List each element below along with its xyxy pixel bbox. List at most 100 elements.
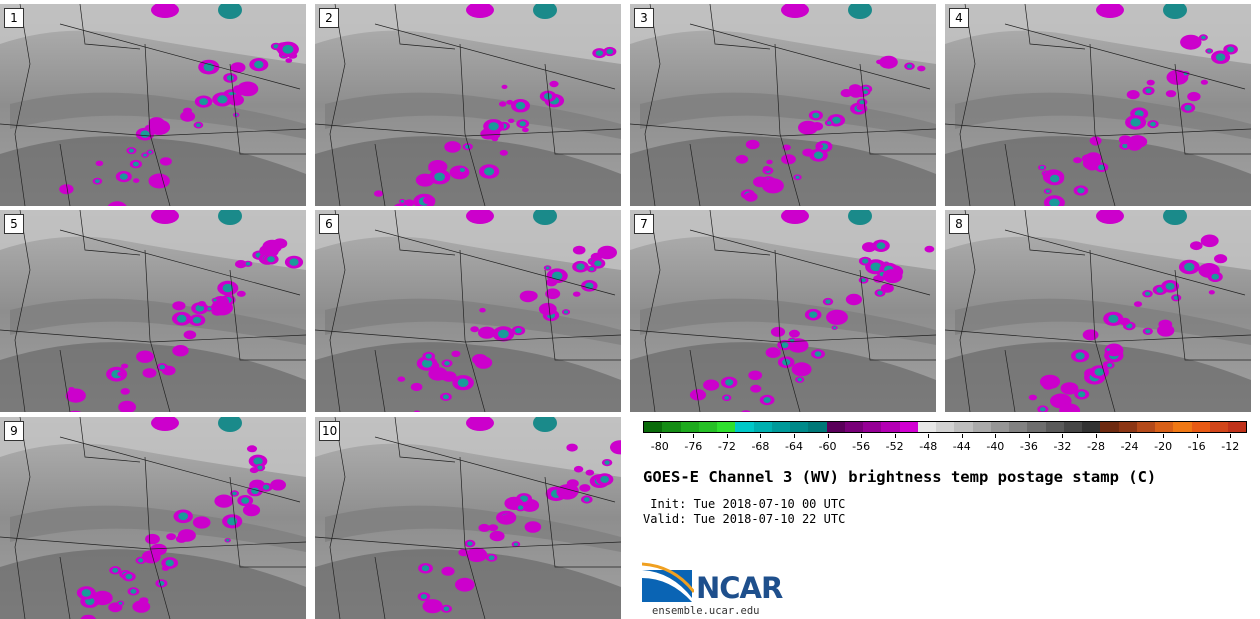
colorbar-tick (1028, 434, 1030, 438)
colorbar-tick-label: -52 (885, 440, 904, 453)
colorbar-swatch (1027, 422, 1046, 432)
colorbar-tick (659, 434, 661, 438)
colorbar-tick (726, 434, 728, 438)
colorbar-swatch (1063, 422, 1082, 432)
colorbar-tick (894, 434, 896, 438)
colorbar-tick (1062, 434, 1064, 438)
colorbar-tick (1196, 434, 1198, 438)
colorbar-tick-label: -44 (952, 440, 971, 453)
ensemble-member-map-6: 6 (315, 210, 621, 412)
colorbar-swatch (1228, 422, 1247, 432)
colorbar-tick-label: -48 (919, 440, 938, 453)
colorbar-tick (760, 434, 762, 438)
colorbar-swatch (899, 422, 918, 432)
colorbar-swatch (1136, 422, 1155, 432)
ensemble-member-map-4: 4 (945, 4, 1251, 206)
colorbar-swatch (1009, 422, 1028, 432)
colorbar-tick-label: -80 (650, 440, 669, 453)
panel-number-label: 3 (634, 8, 654, 28)
colorbar-swatch (1191, 422, 1210, 432)
init-time: Init: Tue 2018-07-10 00 UTC (643, 497, 846, 511)
colorbar-tick-label: -24 (1120, 440, 1139, 453)
colorbar-tick-label: -40 (986, 440, 1005, 453)
ensemble-member-map-3: 3 (630, 4, 936, 206)
water-vapor-map-5 (0, 210, 306, 412)
colorbar-tick (1163, 434, 1165, 438)
colorbar-swatch (881, 422, 900, 432)
colorbar-swatch (954, 422, 973, 432)
water-vapor-map-9 (0, 417, 306, 619)
colorbar-tick-label: -68 (751, 440, 770, 453)
colorbar: -80 -76 -72 -68 -64 -60 -56 -52 -48 -44 -40 -36 -32 -… (643, 421, 1247, 461)
colorbar-swatch (972, 422, 991, 432)
colorbar-tick (1096, 434, 1097, 438)
colorbar-tick (928, 434, 930, 438)
panel-number-label: 7 (634, 214, 654, 234)
colorbar-swatch (1173, 422, 1192, 432)
water-vapor-map-10 (315, 417, 621, 619)
colorbar-tick (961, 434, 963, 438)
ensemble-member-map-8: 8 (945, 210, 1251, 412)
colorbar-swatch (1118, 422, 1137, 432)
colorbar-tick (693, 434, 695, 438)
water-vapor-map-7 (630, 210, 936, 412)
colorbar-tick-label: -64 (785, 440, 803, 453)
colorbar-swatches (643, 421, 1247, 433)
panel-number-label: 6 (319, 214, 339, 234)
colorbar-tick-label: -12 (1221, 440, 1240, 453)
colorbar-swatch (863, 422, 882, 432)
water-vapor-map-4 (945, 4, 1251, 206)
ensemble-member-map-7: 7 (630, 210, 936, 412)
colorbar-swatch (753, 422, 772, 432)
colorbar-tick (827, 434, 829, 438)
colorbar-tick (1230, 434, 1232, 438)
colorbar-swatch (917, 422, 936, 432)
ensemble-member-map-5: 5 (0, 210, 306, 412)
panel-number-label: 2 (319, 8, 339, 28)
colorbar-swatch (644, 422, 663, 432)
colorbar-swatch (735, 422, 754, 432)
water-vapor-map-1 (0, 4, 306, 206)
ensemble-member-map-10: 10 (315, 417, 621, 619)
colorbar-tick-label: -32 (1053, 440, 1072, 453)
panel-number-label: 5 (4, 214, 24, 234)
panel-number-label: 4 (949, 8, 969, 28)
colorbar-swatch (662, 422, 681, 432)
ncar-logo-text: NCAR (696, 571, 783, 605)
colorbar-tick (995, 434, 997, 438)
colorbar-tick-label: -20 (1154, 440, 1173, 453)
colorbar-swatch (717, 422, 736, 432)
colorbar-swatch (990, 422, 1009, 432)
colorbar-tick-label: -16 (1187, 440, 1206, 453)
colorbar-swatch (1045, 422, 1064, 432)
colorbar-tick-label: -36 (1019, 440, 1038, 453)
colorbar-tick-label: -28 (1087, 440, 1105, 453)
figure-title: GOES-E Channel 3 (WV) brightness temp po… (643, 468, 1157, 486)
colorbar-swatch (698, 422, 717, 432)
valid-time: Valid: Tue 2018-07-10 22 UTC (643, 512, 846, 526)
panel-number-label: 10 (319, 421, 341, 441)
colorbar-tick-label: -60 (818, 440, 837, 453)
colorbar-swatch (844, 422, 863, 432)
water-vapor-map-3 (630, 4, 936, 206)
water-vapor-map-8 (945, 210, 1251, 412)
colorbar-swatch (790, 422, 809, 432)
panel-number-label: 9 (4, 421, 24, 441)
ensemble-member-map-1: 1 (0, 4, 306, 206)
colorbar-swatch (1100, 422, 1119, 432)
colorbar-swatch (680, 422, 699, 432)
colorbar-tick (794, 434, 795, 438)
ensemble-member-map-9: 9 (0, 417, 306, 619)
colorbar-swatch (826, 422, 845, 432)
colorbar-swatch (808, 422, 827, 432)
colorbar-tick (1129, 434, 1131, 438)
ensemble-member-map-2: 2 (315, 4, 621, 206)
colorbar-tick-label: -72 (717, 440, 736, 453)
water-vapor-map-6 (315, 210, 621, 412)
colorbar-swatch (936, 422, 955, 432)
colorbar-swatch (1082, 422, 1101, 432)
ncar-logo-icon (642, 562, 694, 602)
panel-number-label: 1 (4, 8, 24, 28)
panel-number-label: 8 (949, 214, 969, 234)
colorbar-swatch (771, 422, 790, 432)
